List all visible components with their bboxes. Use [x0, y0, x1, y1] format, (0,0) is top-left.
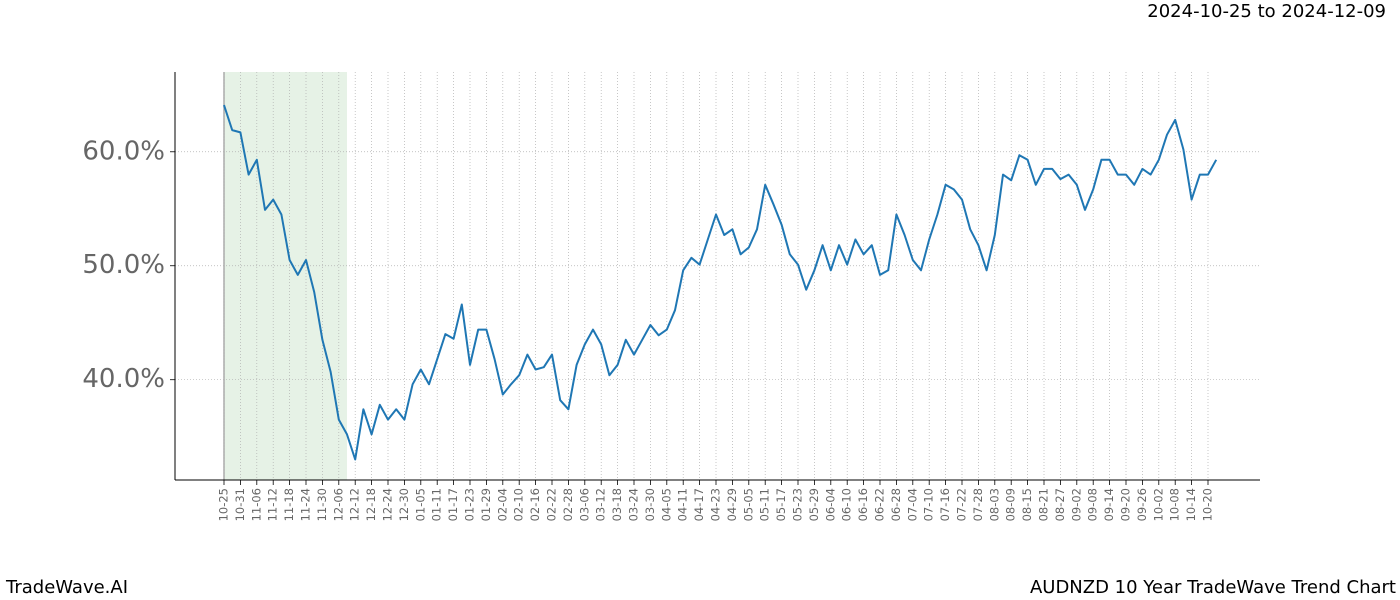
x-tick-label: 10-31 [233, 488, 247, 521]
x-tick-label: 01-05 [413, 488, 427, 521]
x-tick-label: 06-04 [823, 488, 837, 521]
x-tick-label: 07-28 [971, 488, 985, 521]
x-tick-label: 10-08 [1168, 488, 1182, 521]
x-tick-label: 02-22 [545, 488, 559, 521]
x-tick-label: 09-08 [1086, 488, 1100, 521]
x-tick-label: 01-11 [430, 488, 444, 521]
x-tick-label: 03-12 [594, 488, 608, 521]
x-tick-label: 04-11 [676, 488, 690, 521]
x-tick-label: 12-30 [397, 488, 411, 521]
x-tick-label: 07-10 [922, 488, 936, 521]
y-tick-label: 50.0% [82, 250, 165, 280]
chart-subtitle: 2024-10-25 to 2024-12-09 [1147, 1, 1386, 22]
x-tick-label: 11-24 [299, 488, 313, 521]
x-tick-label: 06-10 [840, 488, 854, 521]
x-tick-label: 03-24 [627, 488, 641, 521]
x-tick-label: 05-23 [791, 488, 805, 521]
x-tick-label: 03-18 [610, 488, 624, 521]
x-tick-label: 12-06 [331, 488, 345, 521]
y-tick-label: 40.0% [82, 364, 165, 394]
x-tick-label: 05-29 [807, 488, 821, 521]
x-tick-label: 02-16 [528, 488, 542, 521]
x-tick-label: 11-18 [282, 488, 296, 521]
x-tick-label: 11-12 [266, 488, 280, 521]
x-tick-label: 09-20 [1119, 488, 1133, 521]
x-tick-label: 10-14 [1184, 488, 1198, 521]
chart-title: AUDNZD 10 Year TradeWave Trend Chart [1030, 577, 1396, 598]
x-tick-label: 01-29 [479, 488, 493, 521]
x-tick-label: 12-24 [381, 488, 395, 521]
x-tick-label: 06-28 [889, 488, 903, 521]
y-tick-label: 60.0% [82, 136, 165, 166]
x-tick-label: 07-22 [955, 488, 969, 521]
x-tick-label: 03-06 [577, 488, 591, 521]
x-tick-label: 08-15 [1020, 488, 1034, 521]
x-tick-label: 08-09 [1004, 488, 1018, 521]
x-tick-label: 07-16 [938, 488, 952, 521]
x-tick-label: 08-03 [987, 488, 1001, 521]
x-tick-label: 10-20 [1201, 488, 1215, 521]
line-series [223, 104, 1218, 461]
x-tick-label: 04-17 [692, 488, 706, 521]
x-tick-label: 04-29 [725, 488, 739, 521]
x-tick-label: 04-05 [659, 488, 673, 521]
x-tick-label: 10-02 [1151, 488, 1165, 521]
x-tick-label: 06-22 [873, 488, 887, 521]
x-tick-label: 05-11 [758, 488, 772, 521]
x-tick-label: 05-17 [774, 488, 788, 521]
x-tick-label: 10-25 [217, 488, 231, 521]
x-tick-label: 09-14 [1102, 488, 1116, 521]
x-tick-label: 12-18 [364, 488, 378, 521]
x-tick-label: 04-23 [709, 488, 723, 521]
x-tick-label: 08-27 [1053, 488, 1067, 521]
x-tick-label: 02-28 [561, 488, 575, 521]
brand: TradeWave.AI [5, 577, 128, 598]
x-tick-label: 01-17 [446, 488, 460, 521]
x-tick-label: 02-10 [512, 488, 526, 521]
x-tick-label: 11-06 [249, 488, 263, 521]
x-tick-label: 11-30 [315, 488, 329, 521]
x-tick-label: 02-04 [495, 488, 509, 521]
x-tick-label: 09-26 [1135, 488, 1149, 521]
x-tick-label: 12-12 [348, 488, 362, 521]
x-tick-label: 01-23 [463, 488, 477, 521]
x-tick-label: 08-21 [1037, 488, 1051, 521]
x-tick-label: 03-30 [643, 488, 657, 521]
x-tick-label: 09-02 [1069, 488, 1083, 521]
x-tick-label: 05-05 [741, 488, 755, 521]
highlight-span [224, 72, 347, 480]
x-tick-label: 06-16 [856, 488, 870, 521]
x-tick-label: 07-04 [905, 488, 919, 521]
